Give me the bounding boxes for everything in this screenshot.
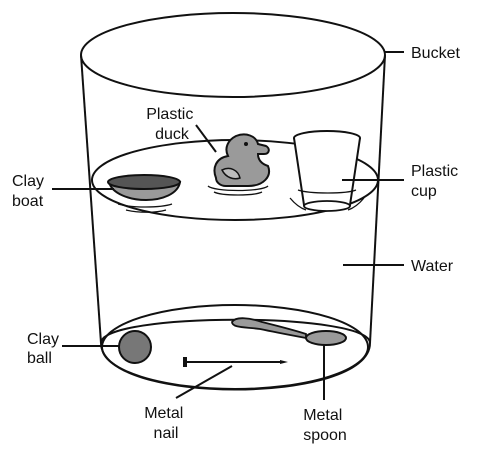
metal-nail xyxy=(183,357,288,367)
spoon-label: Metal spoon xyxy=(303,407,347,444)
ball-label-line-1: Clay xyxy=(27,331,59,348)
metal-spoon xyxy=(231,317,347,346)
plastic-duck xyxy=(207,133,270,196)
boat-label-line-2: boat xyxy=(12,193,44,210)
cup-label-line-2: cup xyxy=(411,183,437,200)
duck-pointer xyxy=(195,124,217,153)
water-label: Water xyxy=(411,258,454,275)
nail-label: Metal nail xyxy=(144,405,188,442)
spoon-label-line-2: spoon xyxy=(303,427,347,444)
clay-ball xyxy=(118,330,152,364)
clay-boat xyxy=(107,174,182,213)
duck-label-line-1: Plastic xyxy=(146,106,193,123)
nail-label-line-2: nail xyxy=(154,425,179,442)
ball-label-line-2: ball xyxy=(27,350,52,367)
bucket-label: Bucket xyxy=(411,45,460,62)
duck-label-line-2: duck xyxy=(155,126,190,143)
cup-label-line-1: Plastic xyxy=(411,163,458,180)
boat-label-line-1: Clay xyxy=(12,173,44,190)
nail-pointer xyxy=(175,365,233,399)
ball-label: Clay ball xyxy=(27,331,63,367)
boat-label: Clay boat xyxy=(12,173,48,210)
spoon-label-line-1: Metal xyxy=(303,407,342,424)
nail-label-line-1: Metal xyxy=(144,405,183,422)
cup-label: Plastic cup xyxy=(411,163,463,200)
pointer-lines xyxy=(52,51,404,400)
duck-label: Plastic duck xyxy=(146,106,198,143)
plastic-cup xyxy=(289,130,365,212)
